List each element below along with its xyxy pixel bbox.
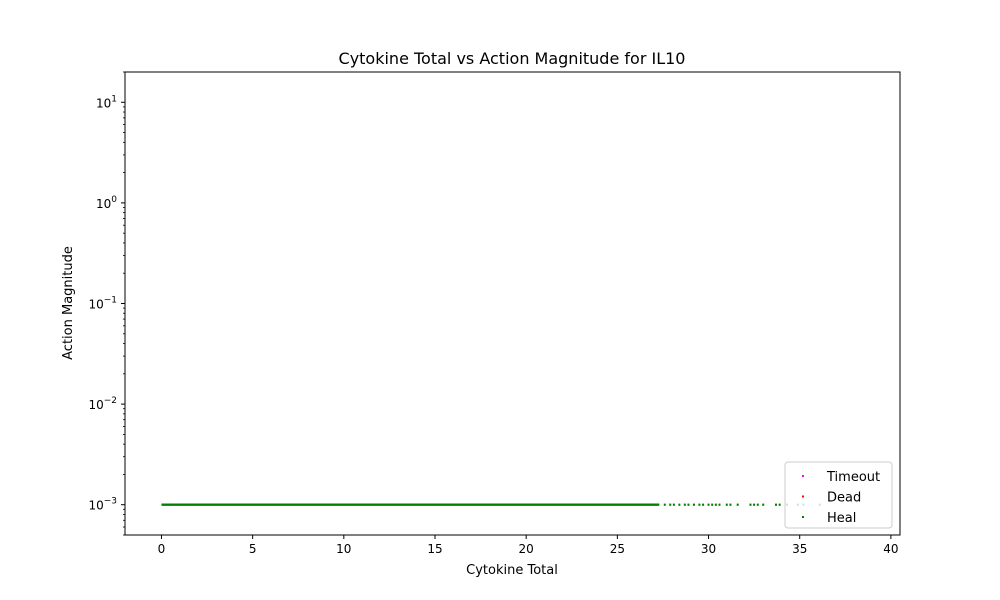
data-point-heal	[672, 503, 675, 506]
data-point-heal	[698, 503, 701, 506]
data-point-heal	[714, 503, 717, 506]
data-point-heal	[775, 503, 777, 506]
y-tick-label: 101	[96, 94, 117, 110]
data-point-heal	[718, 503, 721, 506]
x-tick-label: 15	[427, 542, 442, 556]
data-point-heal	[687, 503, 690, 506]
axes: 0 5 10 15 20 25 30 35 40 10−3 10−2 10−1 100 101	[88, 71, 901, 556]
legend-marker-dead	[802, 495, 804, 498]
y-tick-label: 10−2	[88, 396, 117, 412]
data-point-heal	[736, 503, 739, 506]
legend-label-timeout: Timeout	[826, 470, 880, 485]
data-point-heal	[753, 503, 756, 506]
data-point-heal	[729, 503, 732, 506]
data-point-heal	[749, 503, 752, 506]
y-axis-label: Action Magnitude	[61, 246, 76, 360]
legend-box	[784, 461, 893, 529]
data-point-heal	[663, 503, 666, 506]
chart-title: Cytokine Total vs Action Magnitude for I…	[339, 49, 686, 68]
legend-marker-heal	[802, 516, 804, 518]
x-axis-label: Cytokine Total	[466, 563, 558, 578]
x-tick-label: 25	[610, 542, 625, 556]
y-tick-label: 10−1	[88, 296, 117, 312]
x-tick-label: 0	[158, 542, 166, 556]
x-tick-label: 10	[336, 542, 351, 556]
legend-label-dead: Dead	[827, 491, 861, 506]
y-tick-label: 10−3	[88, 497, 117, 513]
x-tick-label: 5	[249, 542, 257, 556]
legend: Timeout Dead Heal	[784, 461, 893, 529]
x-tick-label: 20	[519, 542, 534, 556]
legend-label-heal: Heal	[827, 511, 856, 526]
x-tick-label: 30	[701, 542, 716, 556]
data-point-heal	[756, 503, 759, 506]
legend-marker-timeout	[802, 475, 804, 477]
data-point-heal	[692, 503, 695, 506]
data-point-heal	[683, 503, 686, 506]
data-point-heal	[678, 503, 681, 506]
x-tick-label: 40	[883, 542, 898, 556]
data-point-heal	[702, 503, 705, 506]
y-tick-label: 100	[96, 195, 117, 211]
data-point-heal	[669, 503, 672, 506]
x-tick-label: 35	[792, 542, 807, 556]
data-point-heal	[707, 503, 710, 506]
data-point-heal	[711, 503, 714, 506]
data-point-heal	[725, 503, 728, 506]
data-point-heal	[762, 503, 765, 506]
data-point-heal	[778, 503, 781, 506]
